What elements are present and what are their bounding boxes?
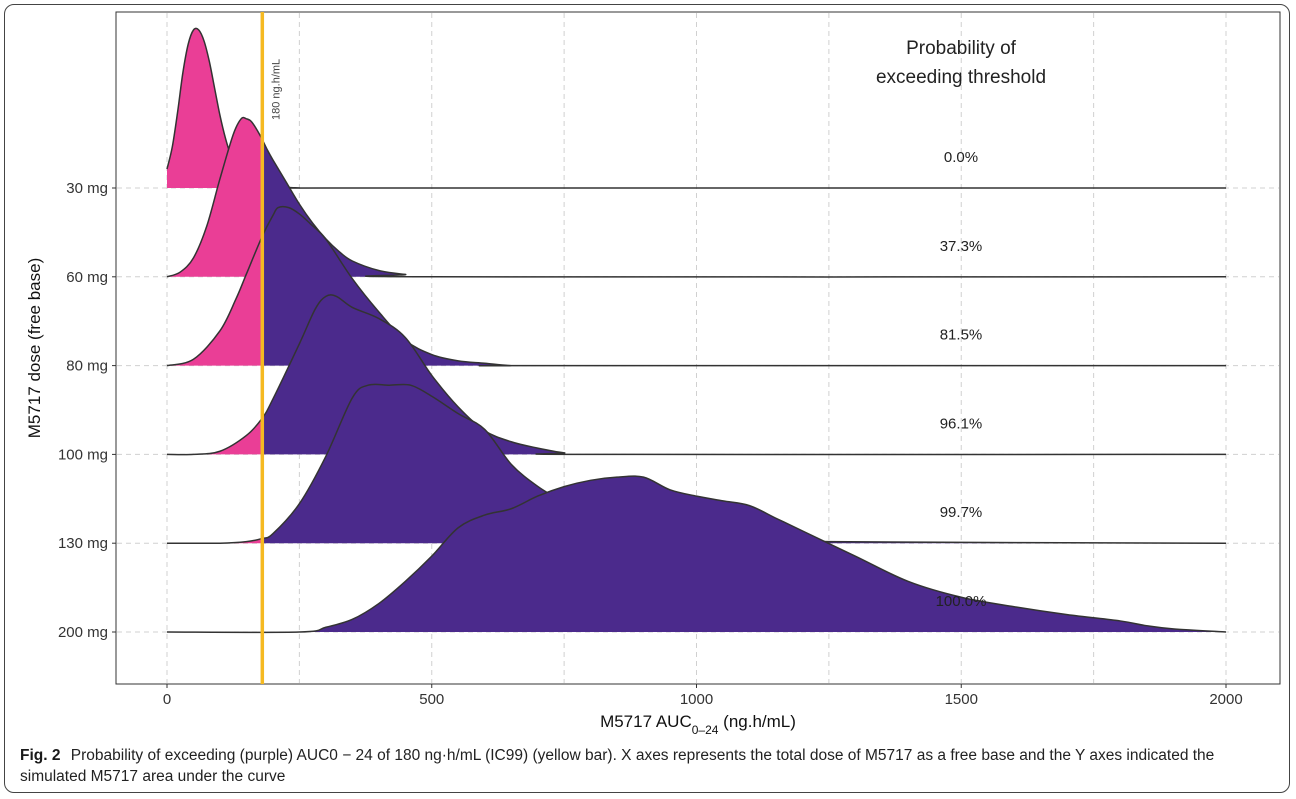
ridge-area-below-threshold <box>167 538 263 544</box>
x-tick-label: 1500 <box>945 691 978 708</box>
ridge-outline <box>166 294 1227 456</box>
probability-label: 99.7% <box>940 504 983 521</box>
y-tick-label: 200 mg <box>58 624 108 641</box>
x-tick-label: 0 <box>163 691 171 708</box>
ridge-area-below-threshold <box>167 236 263 366</box>
ridge-outline <box>166 205 1226 367</box>
ridge-200-mg <box>166 475 1227 634</box>
figure-caption: Fig. 2 Probability of exceeding (purple)… <box>20 745 1260 787</box>
ridge-outline <box>166 475 1227 634</box>
x-tick-label: 2000 <box>1209 691 1242 708</box>
x-tick-label: 1000 <box>680 691 713 708</box>
ridgeline-chart: 30 mg 0.0% 60 mg 37.3% 80 mg 81.5% 100 mg 96.1%… <box>25 11 1281 737</box>
figure-label: Fig. 2 <box>20 747 61 764</box>
caption-text: Probability of exceeding (purple) AUC0 −… <box>20 747 1215 785</box>
y-tick-label: 130 mg <box>58 535 108 552</box>
ridge-area-above-threshold <box>262 384 1226 544</box>
probability-label: 0.0% <box>944 149 978 166</box>
y-tick-label: 100 mg <box>58 446 108 463</box>
ridge-60-mg <box>166 116 1227 278</box>
ridge-outline <box>166 116 1227 278</box>
ridge-area-above-threshold <box>262 476 1226 633</box>
probability-header: exceeding threshold <box>876 67 1046 88</box>
ridge-area-below-threshold <box>167 418 263 455</box>
y-tick-label: 80 mg <box>66 358 108 375</box>
ridge-area-below-threshold <box>167 117 263 277</box>
probability-label: 37.3% <box>940 238 983 255</box>
y-axis-label: M5717 dose (free base) <box>25 258 44 439</box>
probability-label: 100.0% <box>936 593 987 610</box>
threshold-label: 180 ng.h/mL <box>270 59 282 120</box>
probability-header: Probability of <box>906 38 1017 59</box>
probability-label: 81.5% <box>940 327 983 344</box>
ridge-area-below-threshold <box>167 28 263 189</box>
probability-label: 96.1% <box>940 415 983 432</box>
y-tick-label: 30 mg <box>66 180 108 197</box>
y-tick-label: 60 mg <box>66 269 108 286</box>
x-axis-label: M5717 AUC0–24 (ng.h/mL) <box>600 712 796 737</box>
x-tick-label: 500 <box>419 691 444 708</box>
